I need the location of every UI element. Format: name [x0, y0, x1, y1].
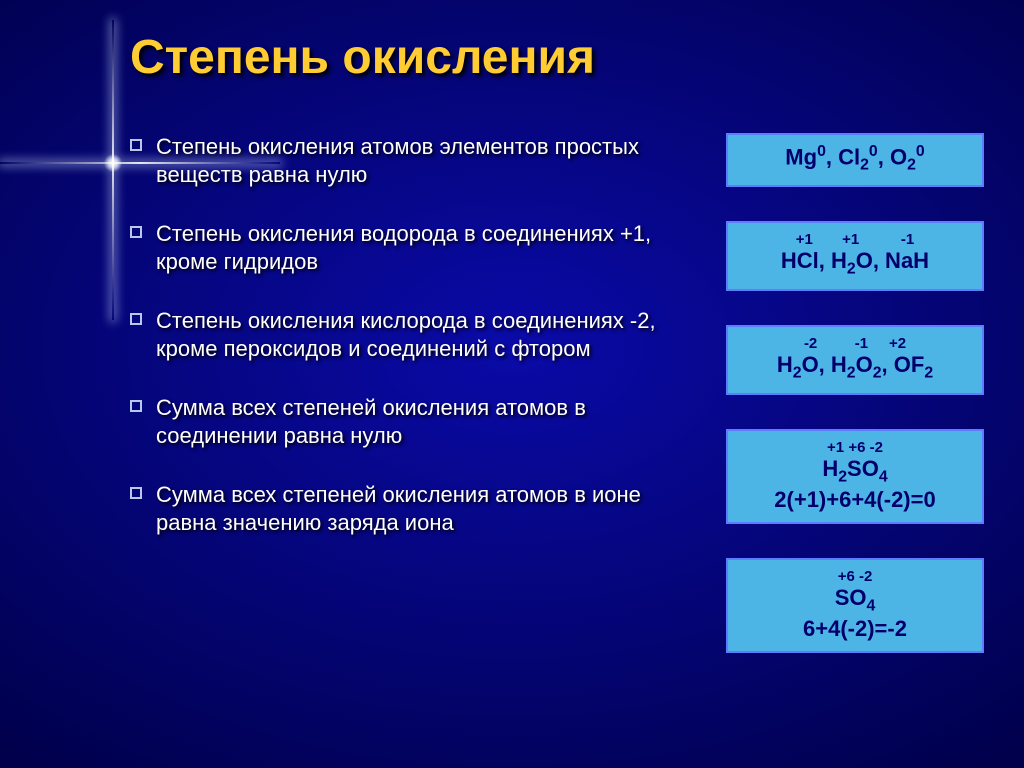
example-box: -2 -1 +2H2O, H2O2, OF2 [726, 325, 984, 395]
example-box: +1 +1 -1HCl, H2O, NaH [726, 221, 984, 291]
rule-text: Степень окисления атомов элементов прост… [156, 133, 696, 188]
rule-text: Степень окисления водорода в соединениях… [156, 220, 696, 275]
charge-row: -2 -1 +2 [734, 335, 976, 352]
rule-text: Сумма всех степеней окисления атомов в и… [156, 481, 696, 536]
examples-column: Mg0, Cl20, O20 +1 +1 -1HCl, H2O, NaH -2 -1… [726, 133, 984, 653]
charge-row: +6 -2 [734, 568, 976, 585]
lens-flare-core [104, 154, 122, 172]
rule-text: Сумма всех степеней окисления атомов в с… [156, 394, 696, 449]
charge-row: +1 +1 -1 [734, 231, 976, 248]
rule-item: Сумма всех степеней окисления атомов в и… [130, 481, 696, 536]
rule-item: Сумма всех степеней окисления атомов в с… [130, 394, 696, 449]
formula-row: H2O, H2O2, OF2 [734, 352, 976, 383]
example-box: Mg0, Cl20, O20 [726, 133, 984, 187]
slide-title: Степень окисления [130, 30, 984, 85]
rule-item: Степень окисления кислорода в соединения… [130, 307, 696, 362]
formula-row: Mg0, Cl20, O20 [734, 143, 976, 175]
bullet-icon [130, 226, 142, 238]
bullet-icon [130, 400, 142, 412]
rule-item: Степень окисления атомов элементов прост… [130, 133, 696, 188]
rules-list: Степень окисления атомов элементов прост… [130, 133, 696, 653]
charge-row: +1 +6 -2 [734, 439, 976, 456]
formula-row: H2SO42(+1)+6+4(-2)=0 [734, 456, 976, 512]
formula-row: HCl, H2O, NaH [734, 248, 976, 279]
rule-item: Степень окисления водорода в соединениях… [130, 220, 696, 275]
example-box: +6 -2SO46+4(-2)=-2 [726, 558, 984, 653]
example-box: +1 +6 -2H2SO42(+1)+6+4(-2)=0 [726, 429, 984, 524]
slide: Степень окисления Степень окисления атом… [0, 0, 1024, 768]
formula-row: SO46+4(-2)=-2 [734, 585, 976, 641]
rule-text: Степень окисления кислорода в соединения… [156, 307, 696, 362]
bullet-icon [130, 487, 142, 499]
bullet-icon [130, 313, 142, 325]
bullet-icon [130, 139, 142, 151]
slide-content: Степень окисления атомов элементов прост… [130, 133, 984, 653]
lens-flare-vertical [112, 20, 114, 320]
